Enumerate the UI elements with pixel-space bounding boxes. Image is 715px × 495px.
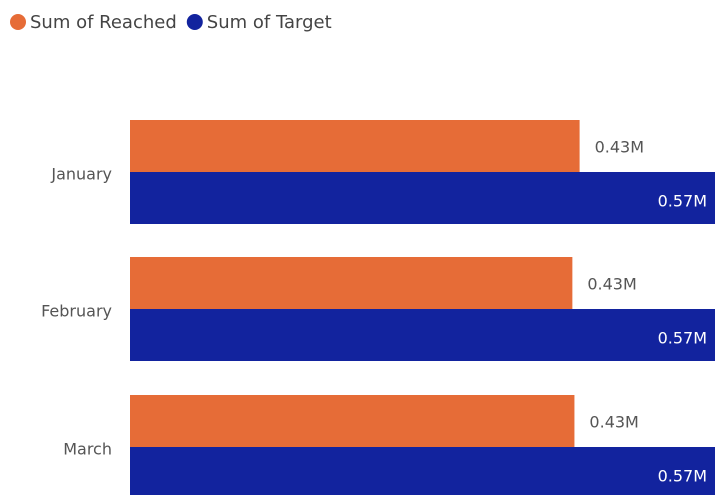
bar <box>130 257 573 309</box>
data-label: 0.57M <box>658 329 707 348</box>
bar <box>130 172 715 224</box>
y-tick-label: January <box>50 165 112 184</box>
data-label: 0.43M <box>589 413 638 432</box>
bar <box>130 309 715 361</box>
y-tick-label: February <box>41 302 112 321</box>
legend-label: Sum of Target <box>207 12 332 33</box>
data-label: 0.57M <box>658 192 707 211</box>
y-tick-label: March <box>63 440 112 459</box>
data-label: 0.43M <box>587 275 636 294</box>
bar <box>130 395 575 447</box>
data-label: 0.57M <box>658 467 707 486</box>
legend-label: Sum of Reached <box>30 12 177 33</box>
bar <box>130 120 580 172</box>
data-label: 0.43M <box>595 138 644 157</box>
legend-marker <box>10 14 26 30</box>
legend-marker <box>186 14 203 30</box>
plot-area <box>130 120 715 495</box>
bar <box>130 447 715 495</box>
